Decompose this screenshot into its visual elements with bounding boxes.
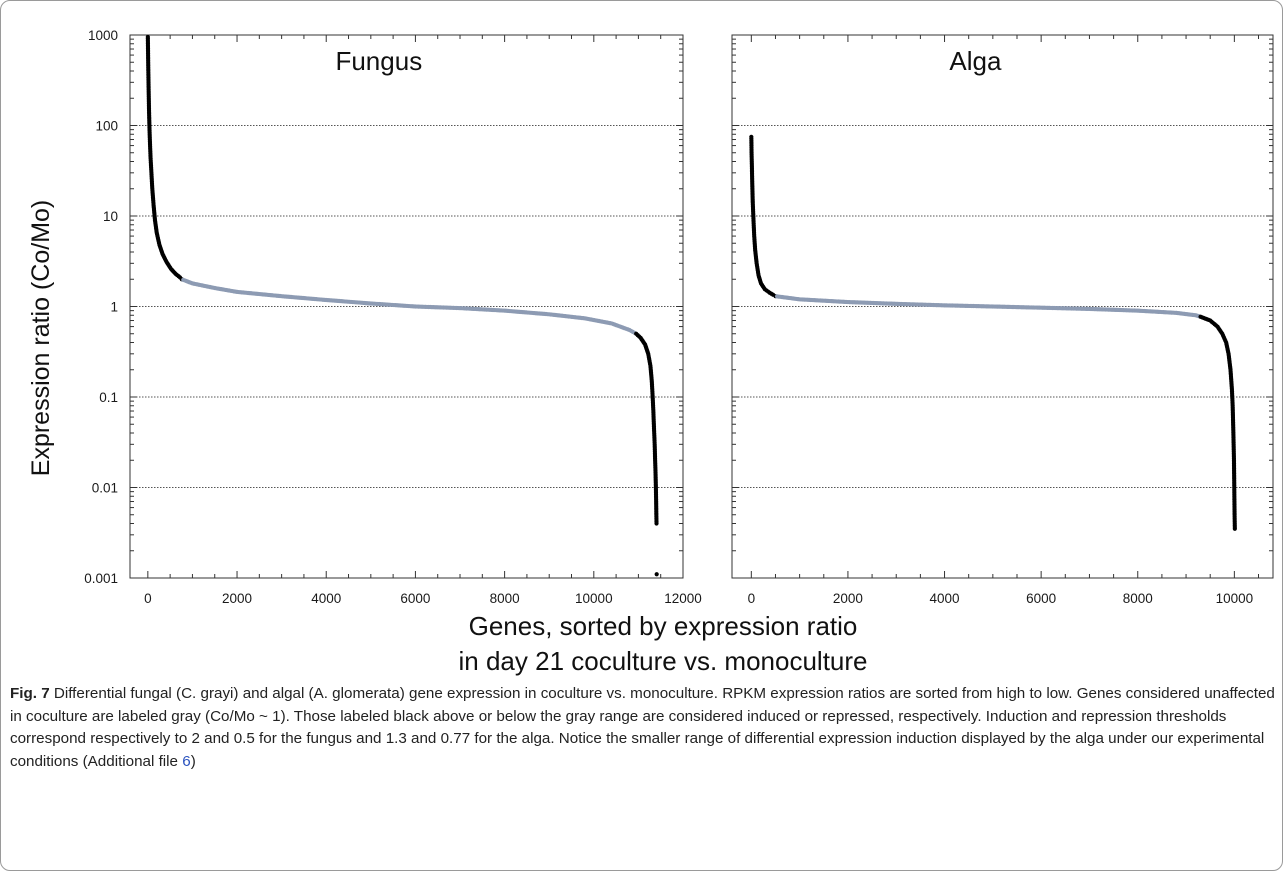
x-tick-label: 6000	[400, 591, 430, 606]
x-tick-label: 8000	[490, 591, 520, 606]
x-tick-label: 8000	[1123, 591, 1153, 606]
x-tick-label: 10000	[575, 591, 613, 606]
caption-end: )	[190, 752, 196, 770]
x-axis-label-line-1: Genes, sorted by expression ratio	[469, 611, 858, 641]
x-axis-label-line-2: in day 21 coculture vs. monoculture	[459, 646, 868, 676]
x-tick-label: 10000	[1216, 591, 1254, 606]
y-tick-label: 1000	[88, 28, 118, 43]
x-tick-label: 0	[144, 591, 152, 606]
y-tick-label: 100	[95, 119, 118, 134]
figure-caption: Fig. 7 Differential fungal (C. grayi) an…	[10, 683, 1275, 773]
x-tick-label: 2000	[222, 591, 252, 606]
data-point	[1232, 526, 1237, 531]
fungus-panel: 1000 100 10 1 0.1 0.01 0.001 0 2000 4000 6000 8000 1…	[84, 28, 702, 606]
y-tick-label: 0.01	[92, 481, 118, 496]
figure-plot-area: 1000 100 10 1 0.1 0.01 0.001 0 2000 4000 6000 8000 1…	[27, 28, 1274, 676]
additional-file-link[interactable]: 6	[182, 752, 191, 770]
figure-label: Fig. 7	[10, 685, 50, 702]
x-tick-label: 4000	[930, 591, 960, 606]
caption-text: Differential fungal (C. grayi) and algal…	[10, 685, 1275, 770]
data-point	[654, 521, 659, 526]
x-tick-label: 2000	[833, 591, 863, 606]
x-tick-label: 4000	[311, 591, 341, 606]
x-tick-label: 6000	[1026, 591, 1056, 606]
data-point	[654, 572, 659, 577]
x-tick-label: 12000	[664, 591, 702, 606]
panel-title: Fungus	[335, 46, 422, 76]
y-tick-label: 10	[103, 209, 118, 224]
y-tick-label: 0.001	[84, 571, 118, 586]
y-tick-label: 0.1	[99, 390, 118, 405]
x-tick-label: 0	[748, 591, 756, 606]
alga-panel: 0 2000 4000 6000 8000 10000 Alga	[731, 34, 1274, 606]
y-tick-label: 1	[110, 300, 118, 315]
y-axis-label: Expression ratio (Co/Mo)	[27, 200, 55, 476]
panel-title: Alga	[949, 46, 1002, 76]
